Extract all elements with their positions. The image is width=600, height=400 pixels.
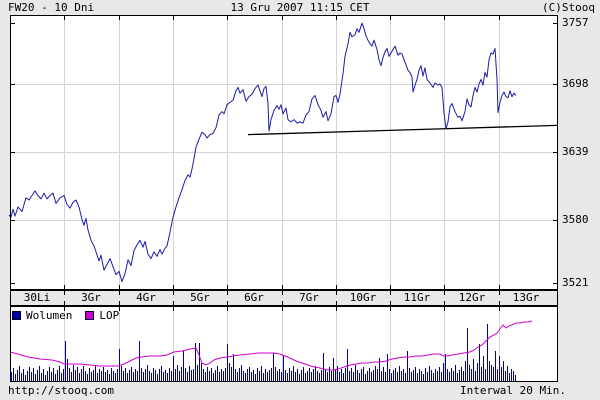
x-axis-tick-label: 7Gr xyxy=(299,291,319,304)
x-axis-tick-label: 30Li xyxy=(23,291,51,304)
x-axis-tick-label: 13Gr xyxy=(512,291,540,304)
price-line xyxy=(8,22,517,283)
legend-lop-label: LOP xyxy=(99,309,120,322)
lower-panel-legend: Wolumen LOP xyxy=(12,309,119,322)
x-axis-tick-label: 5Gr xyxy=(190,291,210,304)
trend-line xyxy=(247,124,558,136)
chart-title: FW20 - 10 Dni xyxy=(8,1,95,14)
y-axis-tick-label: 3757 xyxy=(562,16,589,29)
x-label-strip-border xyxy=(10,290,558,306)
y-axis-tick-label: 3698 xyxy=(562,77,589,90)
copyright-label: (C)Stooq xyxy=(542,1,595,14)
x-axis-tick-label: 12Gr xyxy=(458,291,486,304)
x-axis-tick-label: 6Gr xyxy=(244,291,264,304)
axis-ticks xyxy=(11,16,557,311)
x-axis-tick-label: 3Gr xyxy=(81,291,101,304)
volume-swatch-icon xyxy=(12,311,21,320)
legend-volume-label: Wolumen xyxy=(26,309,73,322)
volume-plot-border xyxy=(10,306,558,382)
y-axis-tick-label: 3580 xyxy=(562,213,589,226)
price-plot-border xyxy=(10,15,558,290)
legend-item-volume: Wolumen xyxy=(12,309,72,322)
y-axis-tick-label: 3639 xyxy=(562,145,589,158)
site-url: http://stooq.com xyxy=(8,384,114,397)
x-axis-tick-label: 11Gr xyxy=(403,291,431,304)
volume-bars xyxy=(11,324,516,381)
x-axis-tick-label: 10Gr xyxy=(349,291,377,304)
lop-swatch-icon xyxy=(85,311,95,320)
legend-item-lop: LOP xyxy=(85,309,119,322)
lop-line xyxy=(9,320,533,371)
y-axis-tick-label: 3521 xyxy=(562,276,589,289)
chart-datetime: 13 Gru 2007 11:15 CET xyxy=(230,1,370,14)
interval-label: Interwal 20 Min. xyxy=(460,384,566,397)
x-axis-tick-label: 4Gr xyxy=(136,291,156,304)
